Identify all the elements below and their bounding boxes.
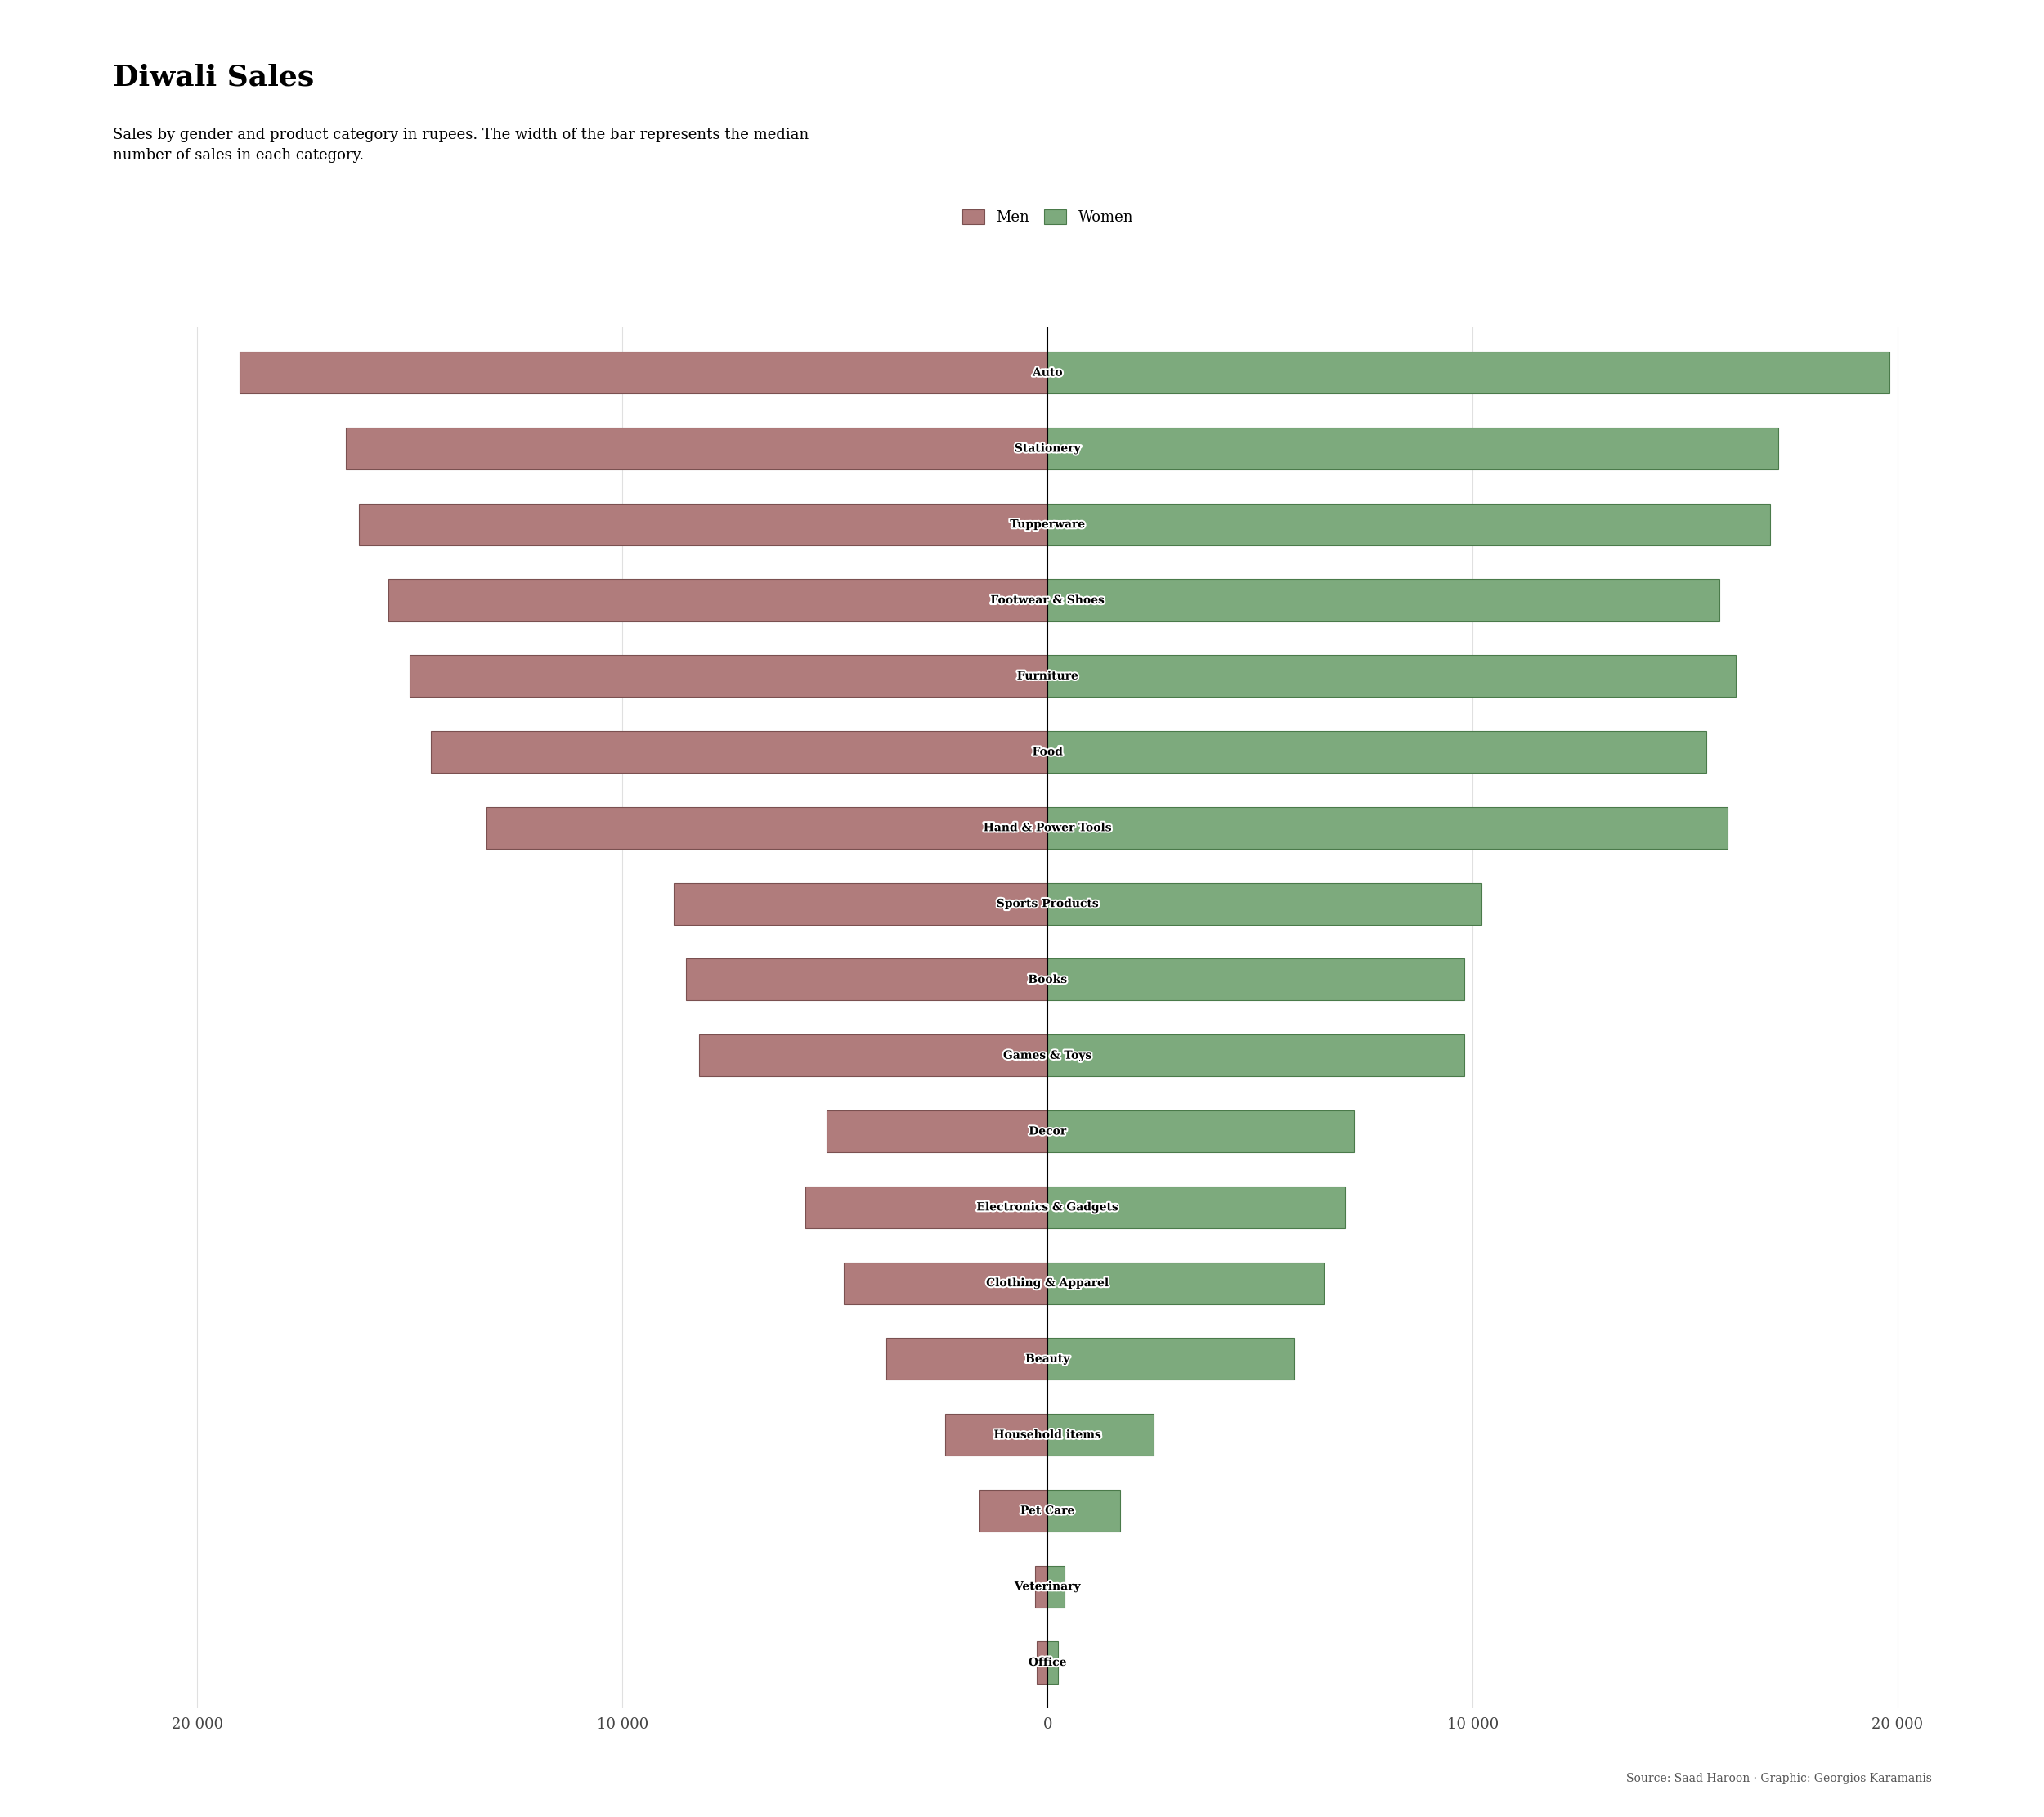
Bar (1047, 1110, 1353, 1152)
Bar (1047, 352, 1889, 394)
Text: Hand & Power Tools: Hand & Power Tools (983, 821, 1112, 834)
Bar (1047, 656, 1735, 698)
Text: Games & Toys: Games & Toys (1004, 1050, 1091, 1061)
Bar (1047, 1034, 1464, 1076)
Text: Pet Care: Pet Care (1020, 1504, 1075, 1517)
Text: Household items: Household items (993, 1430, 1102, 1441)
Bar (885, 1337, 1047, 1379)
Text: Sales by gender and product category in rupees. The width of the bar represents : Sales by gender and product category in … (112, 127, 809, 162)
Text: Decor: Decor (1028, 1125, 1067, 1137)
Bar (979, 1490, 1047, 1532)
Text: Clothing & Apparel: Clothing & Apparel (985, 1277, 1110, 1288)
Text: Source: Saad Haroon · Graphic: Georgios Karamanis: Source: Saad Haroon · Graphic: Georgios … (1625, 1773, 1932, 1784)
Bar (1047, 1263, 1325, 1305)
Bar (1047, 1187, 1345, 1228)
Text: Books: Books (1028, 974, 1067, 985)
Bar (345, 427, 1047, 469)
Text: Stationery: Stationery (1014, 443, 1081, 454)
Bar (1047, 580, 1719, 621)
Text: Tupperware: Tupperware (1010, 518, 1085, 531)
Bar (1047, 959, 1464, 1001)
Bar (1036, 1641, 1047, 1683)
Bar (486, 807, 1047, 849)
Bar (1047, 427, 1778, 469)
Bar (844, 1263, 1047, 1305)
Text: Furniture: Furniture (1016, 670, 1079, 681)
Bar (805, 1187, 1047, 1228)
Bar (1047, 807, 1727, 849)
Text: Veterinary: Veterinary (1014, 1581, 1081, 1592)
Bar (687, 959, 1047, 1001)
Bar (239, 352, 1047, 394)
Bar (1047, 503, 1770, 545)
Bar (1047, 1490, 1120, 1532)
Bar (1047, 730, 1707, 772)
Text: Beauty: Beauty (1026, 1354, 1069, 1365)
Bar (411, 656, 1047, 698)
Bar (1047, 1414, 1153, 1455)
Text: Office: Office (1028, 1657, 1067, 1668)
Bar (672, 883, 1047, 925)
Legend: Men, Women: Men, Women (957, 204, 1139, 231)
Bar (1047, 883, 1482, 925)
Text: Electronics & Gadgets: Electronics & Gadgets (977, 1201, 1118, 1214)
Text: Auto: Auto (1032, 367, 1063, 378)
Bar (431, 730, 1047, 772)
Bar (1047, 1337, 1294, 1379)
Text: Sports Products: Sports Products (995, 898, 1100, 910)
Bar (388, 580, 1047, 621)
Text: Diwali Sales: Diwali Sales (112, 64, 315, 91)
Bar (699, 1034, 1047, 1076)
Bar (1034, 1566, 1047, 1608)
Bar (1047, 1566, 1065, 1608)
Text: Food: Food (1032, 747, 1063, 758)
Bar (1047, 1641, 1059, 1683)
Text: Footwear & Shoes: Footwear & Shoes (991, 594, 1104, 605)
Bar (360, 503, 1047, 545)
Bar (946, 1414, 1047, 1455)
Bar (826, 1110, 1047, 1152)
